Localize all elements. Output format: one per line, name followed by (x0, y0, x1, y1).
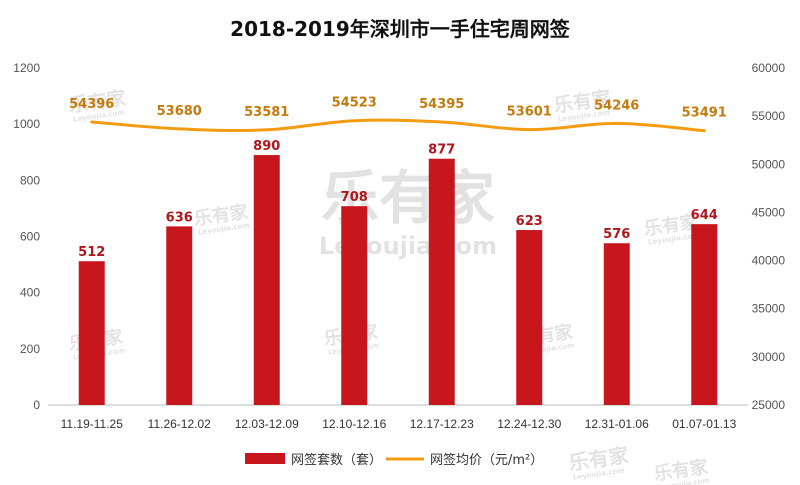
price-value-label: 54396 (69, 97, 114, 112)
y-right-tick-label: 30000 (752, 350, 786, 364)
bar-value-label: 623 (516, 214, 543, 229)
x-tick-label: 11.19-11.25 (61, 417, 124, 431)
bar-value-label: 644 (691, 208, 718, 223)
bar-value-label: 512 (78, 245, 105, 260)
bars: 512 636 890 708 877 623 576 644 (78, 139, 718, 405)
legend: 网签套数（套） 网签均价（元/m²） (245, 452, 543, 468)
chart-title: 2018-2019年深圳市一手住宅周网签 (230, 17, 571, 41)
bar (166, 226, 193, 405)
bar-value-label: 576 (603, 227, 630, 242)
y-left-tick-label: 600 (20, 230, 40, 244)
y-right-tick-label: 55000 (752, 109, 786, 123)
y-right-tick-label: 40000 (752, 254, 786, 268)
bar-value-label: 877 (428, 143, 455, 158)
x-tick-label: 12.10-12.16 (322, 417, 386, 431)
x-tick-label: 12.24-12.30 (497, 417, 561, 431)
price-value-label: 53601 (507, 105, 552, 120)
bar-value-label: 708 (341, 190, 368, 205)
legend-line-label: 网签均价（元/m²） (430, 452, 543, 468)
bar (78, 261, 105, 405)
x-tick-label: 11.26-12.02 (148, 417, 211, 431)
bar (603, 243, 630, 405)
price-line (90, 118, 706, 133)
price-value-label: 53680 (157, 104, 202, 119)
y-right-tick-label: 50000 (752, 157, 786, 171)
legend-bar-label: 网签套数（套） (291, 452, 382, 468)
y-left-tick-label: 800 (20, 173, 40, 187)
y-left-tick-label: 200 (20, 342, 40, 356)
bar-value-label: 890 (253, 139, 280, 154)
price-value-label: 54246 (594, 98, 639, 113)
price-line-layer: 54396 53680 53581 54523 54395 53601 54246 53491 (69, 96, 727, 133)
x-tick-label: 12.31-01.06 (585, 417, 649, 431)
x-tick-label: 01.07-01.13 (672, 417, 736, 431)
y-left-tick-label: 1000 (13, 117, 40, 131)
y-right-tick-label: 35000 (752, 302, 786, 316)
axes: 0 200 400 600 800 1000 1200 25000 30000 35000 4000… (13, 61, 785, 431)
y-right-tick-label: 25000 (752, 398, 786, 412)
price-value-label: 53491 (682, 106, 727, 121)
bar (428, 158, 455, 405)
x-tick-label: 12.17-12.23 (410, 417, 474, 431)
y-left-tick-label: 0 (33, 398, 40, 412)
bar (253, 155, 280, 405)
watermark-site-small: Leyoujia.com (658, 476, 711, 485)
bar (691, 224, 718, 405)
y-left-tick-label: 1200 (13, 61, 40, 75)
y-right-tick-label: 45000 (752, 205, 786, 219)
bar (341, 206, 368, 405)
bar-value-label: 636 (166, 210, 193, 225)
price-value-label: 53581 (244, 105, 289, 120)
price-value-label: 54523 (332, 96, 377, 111)
y-left-tick-label: 400 (20, 286, 40, 300)
x-tick-label: 12.03-12.09 (235, 417, 299, 431)
y-right-tick-label: 60000 (752, 61, 786, 75)
price-value-label: 54395 (419, 97, 464, 112)
bar (516, 230, 543, 405)
legend-bar-swatch (245, 453, 285, 464)
